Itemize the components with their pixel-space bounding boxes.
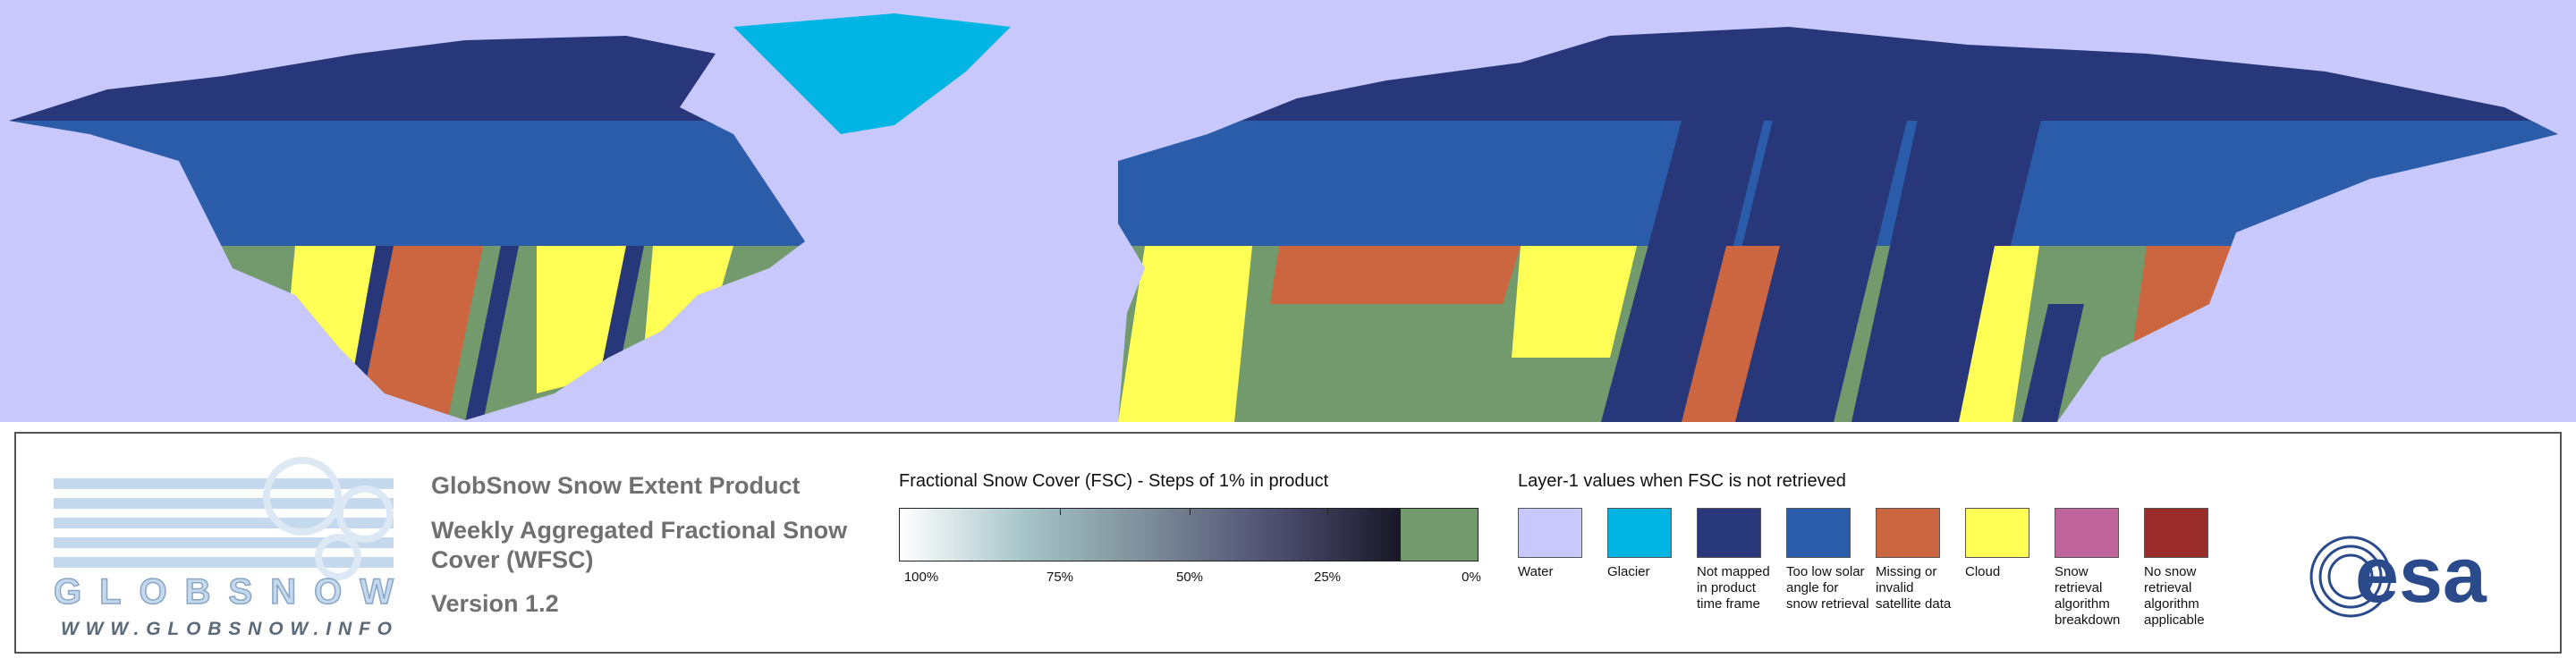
legend-swatch [1607, 508, 1672, 558]
legend-label: Not mapped in product time frame [1697, 564, 1770, 612]
esa-text: esa [2355, 532, 2487, 619]
missing [1270, 246, 1521, 304]
legend-label: Water [1518, 564, 1554, 579]
snowflake [315, 534, 361, 580]
solar-band [9, 121, 2558, 246]
legend-label: Snow retrieval algorithm breakdown [2055, 564, 2121, 628]
esa-ring [2318, 545, 2383, 609]
legend-swatch [1876, 508, 1940, 558]
esa-ring [2309, 536, 2392, 618]
cloud [1512, 246, 1637, 358]
legend-label: Cloud [1965, 564, 2001, 579]
product-subtitle: Weekly Aggregated Fractional Snow Cover … [431, 517, 848, 573]
fsc-title: Fractional Snow Cover (FSC) - Steps of 1… [899, 471, 1329, 491]
fsc-tick-mark [1327, 508, 1328, 515]
snow-map [0, 0, 2576, 422]
product-title: GlobSnow Snow Extent Product [431, 472, 801, 499]
snowflake [263, 457, 342, 536]
missing [358, 246, 483, 422]
missing [1682, 246, 1780, 422]
stripe [1852, 54, 2057, 422]
fsc-tick-mark [1060, 508, 1061, 515]
stripe [2021, 304, 2084, 422]
logo-bar [54, 478, 394, 489]
fsc-colorbar [899, 508, 1400, 561]
legend-swatch [1965, 508, 2029, 558]
logo-bar [54, 557, 394, 568]
legend-swatch [1786, 508, 1851, 558]
logo-bar [54, 537, 394, 548]
legend-panel: GLOBSNOW WWW.GLOBSNOW.INFO GlobSnow Snow… [14, 432, 2562, 654]
fsc-tick-label: 0% [1462, 570, 1481, 585]
esa-logo: esa [2309, 532, 2487, 619]
stripe [465, 246, 519, 422]
fsc-tick-label: 50% [1175, 570, 1204, 585]
legend-swatch [1518, 508, 1582, 558]
fsc-zero-swatch [1400, 508, 1479, 561]
snowflake [336, 485, 394, 543]
logo-url: WWW.GLOBSNOW.INFO [61, 619, 392, 639]
globsnow-logo: GLOBSNOW WWW.GLOBSNOW.INFO [53, 457, 394, 639]
greenland [733, 13, 1011, 134]
legend-swatch [1697, 508, 1761, 558]
product-version: Version 1.2 [431, 590, 559, 617]
cloud [1118, 246, 1252, 422]
legend-label: Missing or invalid satellite data [1876, 564, 1952, 612]
legend-swatch [2144, 508, 2208, 558]
legend-label: No snow retrieval algorithm applicable [2144, 564, 2205, 628]
fsc-tick-label: 25% [1313, 570, 1342, 585]
logo-bar [54, 518, 394, 528]
logo-bar [54, 498, 394, 509]
legend-label: Too low solar angle for snow retrieval [1786, 564, 1869, 612]
fsc-tick-label: 100% [903, 570, 939, 585]
cloud [1959, 246, 2039, 422]
legend-swatch [2055, 508, 2119, 558]
legend-label: Glacier [1607, 564, 1650, 579]
fsc-tick-label: 75% [1046, 570, 1074, 585]
fsc-tick-mark [1190, 508, 1191, 515]
stripe [1601, 54, 1780, 422]
layer1-title: Layer-1 values when FSC is not retrieved [1518, 471, 1846, 491]
esa-ring [2327, 553, 2374, 600]
